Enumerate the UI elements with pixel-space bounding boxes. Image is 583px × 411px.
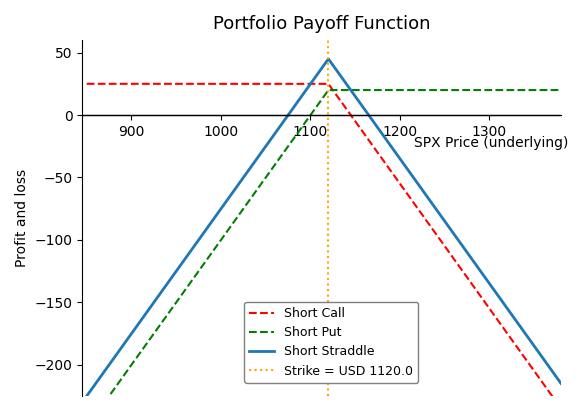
Short Straddle	[454, 236, 461, 241]
Line: Short Straddle: Short Straddle	[87, 59, 561, 396]
Short Put	[462, 88, 469, 92]
Short Put	[557, 88, 564, 92]
Short Straddle	[557, 381, 564, 386]
Short Straddle	[409, 174, 416, 179]
Short Straddle	[132, 326, 139, 331]
Strike = USD 1120.0	[325, 113, 332, 118]
Short Straddle	[275, 126, 282, 131]
Short Call	[275, 81, 282, 86]
Text: SPX Price (underlying): SPX Price (underlying)	[413, 136, 568, 150]
Short Straddle	[83, 394, 90, 399]
Short Put	[409, 88, 416, 92]
Short Straddle	[462, 248, 469, 253]
Strike = USD 1120.0	[325, 111, 332, 116]
Short Call	[557, 406, 564, 411]
Short Call	[132, 81, 139, 86]
Short Call	[292, 81, 299, 86]
Short Put	[132, 357, 139, 362]
Short Put	[325, 88, 332, 92]
Short Put	[454, 88, 461, 92]
Short Put	[292, 133, 299, 138]
Short Call	[453, 260, 460, 265]
Short Call	[462, 272, 469, 277]
Short Straddle	[292, 102, 299, 107]
Short Call	[83, 81, 90, 86]
Y-axis label: Profit and loss: Profit and loss	[15, 169, 29, 267]
Line: Short Put: Short Put	[87, 90, 561, 411]
Line: Short Call: Short Call	[87, 84, 561, 409]
Legend: Short Call, Short Put, Short Straddle, Strike = USD 1120.0: Short Call, Short Put, Short Straddle, S…	[244, 302, 418, 383]
Short Straddle	[325, 56, 332, 61]
Title: Portfolio Payoff Function: Portfolio Payoff Function	[213, 15, 430, 33]
Short Put	[275, 157, 282, 162]
Short Call	[409, 199, 416, 203]
